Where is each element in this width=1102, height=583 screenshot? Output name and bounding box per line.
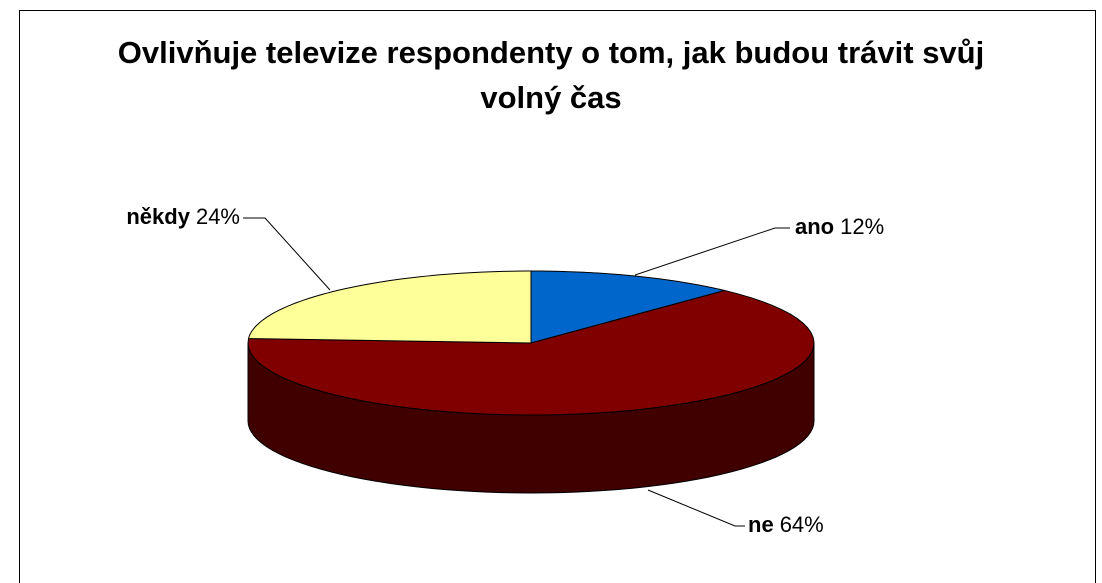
pie-slice	[530, 270, 725, 344]
category-label: někdy	[126, 204, 190, 229]
category-label: ne	[748, 512, 774, 537]
leader-line	[634, 227, 790, 276]
category-label: ano	[795, 214, 834, 239]
data-label: ne 64%	[748, 512, 824, 537]
chart-title: Ovlivňuje televize respondenty o tom, ja…	[117, 35, 985, 115]
frame	[19, 10, 1096, 583]
leader-line	[243, 217, 331, 291]
data-label: ano 12%	[795, 214, 884, 239]
pie-slice	[247, 270, 532, 344]
value-label: 64%	[780, 512, 824, 537]
data-label: někdy 24%	[126, 204, 240, 229]
pie-slice	[247, 289, 815, 416]
value-label: 24%	[196, 204, 240, 229]
value-label: 12%	[840, 214, 884, 239]
leader-line	[647, 489, 745, 527]
